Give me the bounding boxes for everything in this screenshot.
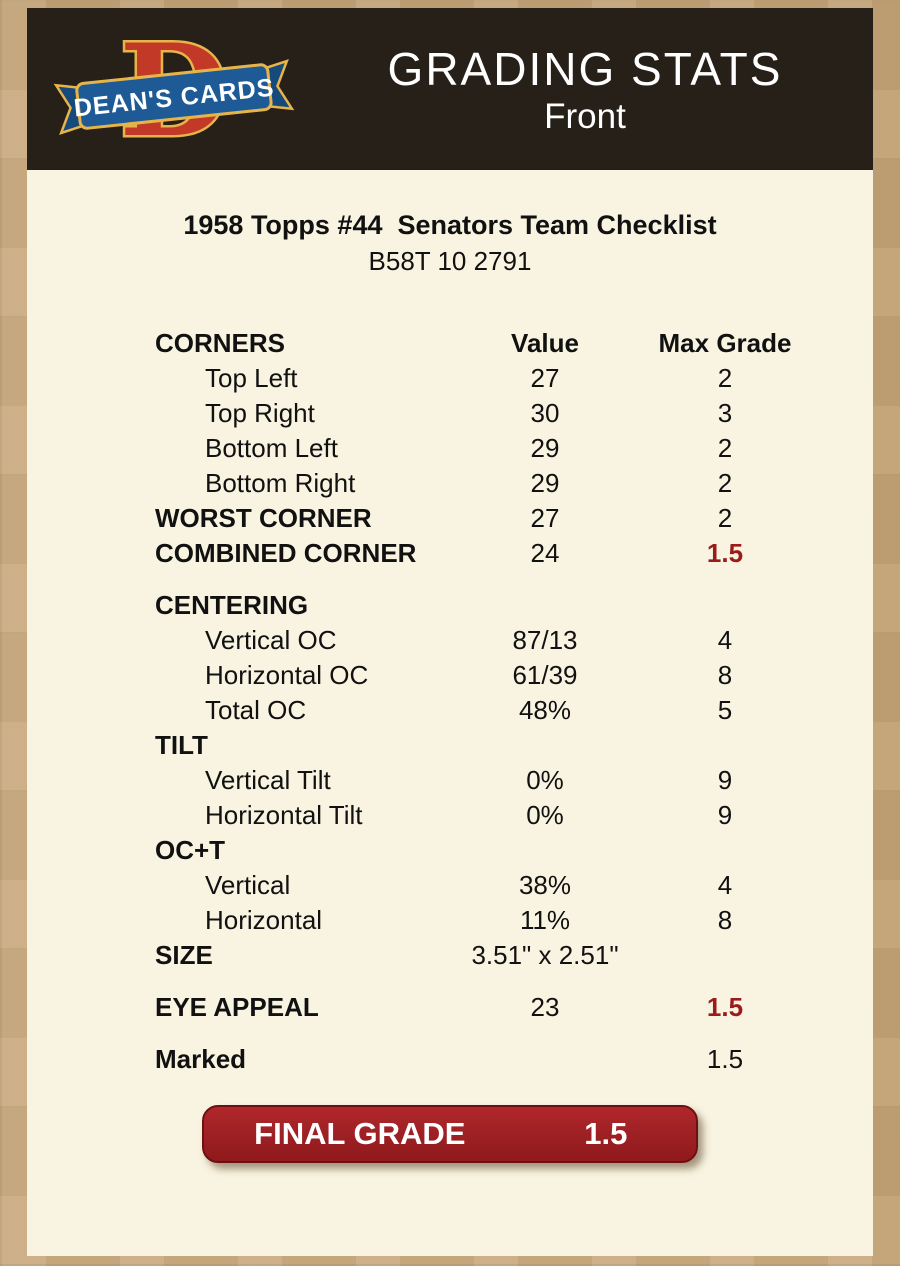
row-label: Top Right bbox=[205, 398, 315, 428]
row-value: 3.51" x 2.51" bbox=[471, 940, 619, 970]
row-label: Bottom Left bbox=[205, 433, 338, 463]
row-value: 29 bbox=[530, 433, 560, 463]
logo-ribbon-band bbox=[75, 63, 273, 130]
table-row: SIZE 3.51" x 2.51" bbox=[155, 938, 815, 973]
row-max-grade: 4 bbox=[717, 625, 733, 655]
table-rows: Top Left 27 2 Top Right 30 3 Bottom Left… bbox=[155, 361, 815, 1077]
table-row: Horizontal 11% 8 bbox=[155, 903, 815, 938]
row-value: 27 bbox=[530, 363, 560, 393]
stats-panel: 1958 Topps #44 Senators Team Checklist B… bbox=[27, 170, 873, 1256]
final-grade-badge: FINAL GRADE 1.5 bbox=[202, 1105, 698, 1163]
row-max-grade bbox=[635, 833, 815, 868]
card-id: B58T 10 2791 bbox=[368, 246, 532, 276]
card-title: 1958 Topps #44 Senators Team Checklist bbox=[183, 210, 717, 240]
report-header: D DEAN'S CARDS GRADING STATS Front bbox=[27, 8, 873, 170]
table-row: CENTERING bbox=[155, 588, 815, 623]
table-row: Marked 1.5 bbox=[155, 1042, 815, 1077]
row-label: Bottom Right bbox=[205, 468, 356, 498]
row-value: 24 bbox=[530, 538, 560, 568]
row-max-grade: 2 bbox=[717, 433, 733, 463]
row-value: 48% bbox=[518, 695, 572, 725]
final-grade-label: FINAL GRADE bbox=[254, 1116, 466, 1151]
row-value: 29 bbox=[530, 468, 560, 498]
column-header-corners: CORNERS bbox=[155, 328, 286, 358]
row-label: EYE APPEAL bbox=[155, 992, 319, 1022]
row-label: Marked bbox=[155, 1044, 247, 1074]
table-row: Horizontal OC 61/39 8 bbox=[155, 658, 815, 693]
row-max-grade bbox=[635, 728, 815, 763]
row-label: WORST CORNER bbox=[155, 503, 372, 533]
page-subtitle: Front bbox=[544, 97, 626, 136]
row-label: TILT bbox=[155, 730, 208, 760]
row-value: 61/39 bbox=[512, 660, 578, 690]
table-row: Vertical 38% 4 bbox=[155, 868, 815, 903]
table-header-row: CORNERS Value Max Grade bbox=[155, 326, 815, 361]
table-row: Vertical OC 87/13 4 bbox=[155, 623, 815, 658]
page-title: GRADING STATS bbox=[387, 43, 783, 95]
final-grade-value: 1.5 bbox=[584, 1116, 628, 1151]
table-row: TILT bbox=[155, 728, 815, 763]
table-row: Horizontal Tilt 0% 9 bbox=[155, 798, 815, 833]
row-value: 87/13 bbox=[512, 625, 578, 655]
column-header-value: Value bbox=[511, 328, 579, 358]
row-value: 27 bbox=[530, 503, 560, 533]
row-value bbox=[455, 588, 635, 623]
deans-cards-logo-icon: D DEAN'S CARDS bbox=[53, 19, 295, 159]
row-value: 30 bbox=[530, 398, 560, 428]
table-row: Top Left 27 2 bbox=[155, 361, 815, 396]
row-label: SIZE bbox=[155, 940, 213, 970]
row-value: 0% bbox=[526, 800, 564, 830]
row-value: 38% bbox=[518, 870, 572, 900]
table-row: Bottom Left 29 2 bbox=[155, 431, 815, 466]
row-label: OC+T bbox=[155, 835, 226, 865]
row-label: Horizontal bbox=[205, 905, 323, 935]
row-max-grade: 3 bbox=[717, 398, 733, 428]
stats-table: CORNERS Value Max Grade Top Left 27 2 To… bbox=[155, 326, 815, 1077]
row-max-grade: 2 bbox=[717, 363, 733, 393]
row-label: Vertical bbox=[205, 870, 291, 900]
table-row: Total OC 48% 5 bbox=[155, 693, 815, 728]
row-value: 0% bbox=[526, 765, 564, 795]
table-row: Vertical Tilt 0% 9 bbox=[155, 763, 815, 798]
row-label: Vertical OC bbox=[205, 625, 337, 655]
row-max-grade: 1.5 bbox=[706, 538, 744, 568]
row-max-grade: 2 bbox=[717, 468, 733, 498]
column-header-max-grade: Max Grade bbox=[658, 328, 792, 358]
row-value: 23 bbox=[530, 992, 560, 1022]
row-max-grade: 1.5 bbox=[706, 1044, 744, 1074]
row-value bbox=[455, 1042, 635, 1077]
row-max-grade: 4 bbox=[717, 870, 733, 900]
row-max-grade bbox=[635, 588, 815, 623]
row-label: CENTERING bbox=[155, 590, 309, 620]
row-max-grade bbox=[635, 938, 815, 973]
row-value bbox=[455, 728, 635, 763]
table-row: Top Right 30 3 bbox=[155, 396, 815, 431]
row-value: 11% bbox=[519, 905, 571, 935]
row-label: Top Left bbox=[205, 363, 298, 393]
table-row: WORST CORNER 27 2 bbox=[155, 501, 815, 536]
row-label: Vertical Tilt bbox=[205, 765, 331, 795]
table-row: COMBINED CORNER 24 1.5 bbox=[155, 536, 815, 571]
row-max-grade: 5 bbox=[717, 695, 733, 725]
row-max-grade: 2 bbox=[717, 503, 733, 533]
row-label: Horizontal OC bbox=[205, 660, 369, 690]
row-max-grade: 1.5 bbox=[706, 992, 744, 1022]
row-max-grade: 9 bbox=[717, 765, 733, 795]
row-label: COMBINED CORNER bbox=[155, 538, 417, 568]
table-row: OC+T bbox=[155, 833, 815, 868]
row-label: Horizontal Tilt bbox=[205, 800, 363, 830]
report-frame: D DEAN'S CARDS GRADING STATS Front 1958 … bbox=[27, 8, 873, 1256]
table-row: EYE APPEAL 23 1.5 bbox=[155, 990, 815, 1025]
header-text-block: GRADING STATS Front bbox=[297, 43, 873, 139]
row-max-grade: 8 bbox=[717, 905, 733, 935]
row-max-grade: 8 bbox=[717, 660, 733, 690]
table-row: Bottom Right 29 2 bbox=[155, 466, 815, 501]
row-value bbox=[455, 833, 635, 868]
row-max-grade: 9 bbox=[717, 800, 733, 830]
row-label: Total OC bbox=[205, 695, 307, 725]
